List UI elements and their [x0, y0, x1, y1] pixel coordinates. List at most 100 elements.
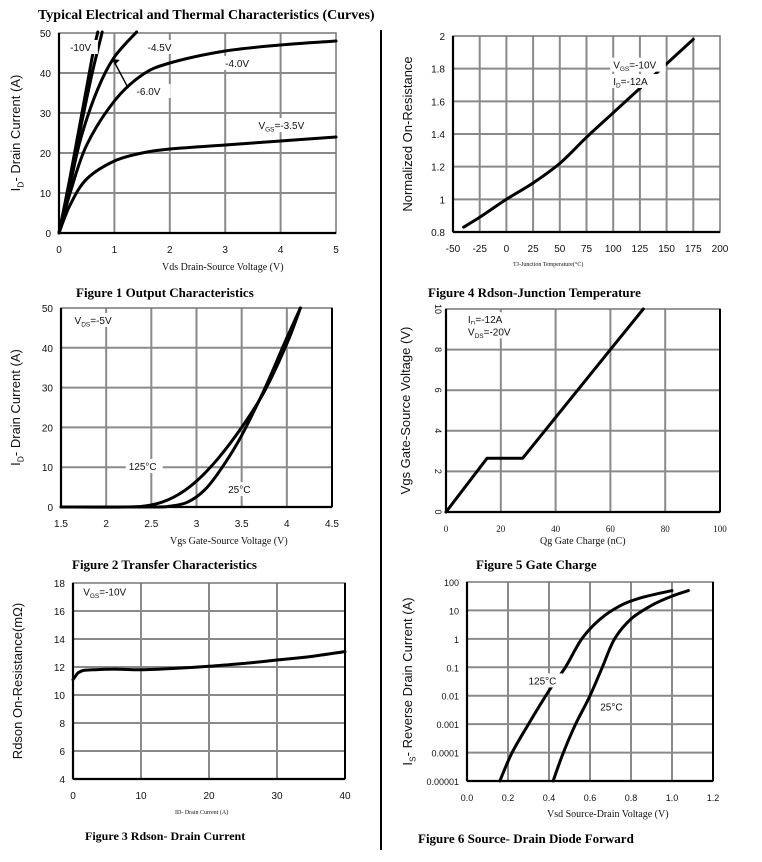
fig5-chart: 0 20 40 60 80 100 0 2 4 6 8 10 Qg Gate Charge (nC) Vg…: [398, 304, 727, 547]
annotation-label: VDS=-20V: [468, 327, 511, 340]
annotation-label: 25°C: [228, 485, 250, 496]
y-tick-label: 1.8: [431, 65, 445, 76]
y-tick-label: 100: [444, 578, 459, 588]
x-tick-label: 20: [203, 791, 215, 802]
annotation-label: 125°C: [129, 462, 157, 473]
y-axis-label: Vgs Gate-Source Voltage (V): [398, 327, 413, 495]
annotation-bg: [610, 57, 666, 72]
x-tick-label: 200: [712, 244, 729, 255]
annotation-bg: [67, 40, 98, 54]
annotation-bg: [144, 40, 182, 54]
annotation-bg: [125, 458, 163, 473]
x-tick-label: 50: [554, 244, 566, 255]
series-line-3: [57, 30, 139, 235]
x-tick-label: 75: [581, 244, 593, 255]
y-tick-label: 6: [59, 747, 65, 758]
annotation-bg: [80, 584, 136, 599]
x-tick-label: 3: [194, 519, 200, 530]
annotation-bg: [464, 324, 521, 339]
y-tick-label: 0.00001: [426, 777, 459, 787]
annotation-label: -4.0V: [225, 59, 249, 70]
x-tick-label: 2: [167, 245, 173, 256]
annotation-label: VGS=-3.5V: [258, 121, 304, 134]
fig2-chart: 1.5 2 2.5 3 3.5 4 4.5 0 10 20 30 40 50 Vgs Gate-Sourc…: [8, 304, 339, 547]
series-line-5: [57, 135, 338, 235]
figure-2-caption: Figure 2 Transfer Characteristics: [72, 557, 257, 572]
x-tick-label: 40: [339, 791, 351, 802]
annotation-label: VGS=-10V: [83, 588, 126, 601]
y-axis-label: IS- Reverse Drain Current (A): [400, 597, 417, 765]
x-tick-label: 40: [551, 524, 561, 534]
y-axis-label: Rdson On-Resistance(mΩ): [10, 603, 25, 759]
annotation-label: VDS=-5V: [75, 316, 112, 329]
annotation-bg: [464, 312, 515, 327]
y-tick-label: 1: [439, 195, 445, 206]
series-line-1: [59, 306, 302, 509]
y-tick-label: 50: [40, 29, 52, 40]
x-tick-label: 0: [70, 791, 76, 802]
annotation-label: 25°C: [600, 703, 622, 714]
x-tick-label: 3: [222, 245, 228, 256]
x-tick-label: 4: [278, 245, 284, 256]
x-tick-label: 1.0: [666, 793, 679, 803]
y-tick-label: 1.6: [431, 97, 445, 108]
y-tick-label: 10: [42, 463, 54, 474]
x-tick-label: 0.8: [625, 793, 638, 803]
y-tick-label: 0.01: [441, 692, 459, 702]
x-tick-label: 0.4: [543, 793, 556, 803]
y-axis-label: ID- Drain Current (A): [8, 349, 25, 466]
x-tick-label: 80: [661, 524, 671, 534]
series-line-1: [71, 650, 347, 682]
y-tick-label: 18: [54, 579, 66, 590]
y-tick-label: 0.0001: [431, 749, 459, 759]
page-title: Typical Electrical and Thermal Character…: [38, 8, 375, 23]
y-tick-label: 10: [433, 304, 443, 314]
x-tick-label: 125: [632, 244, 649, 255]
y-tick-label: 1.2: [431, 163, 445, 174]
annotation-bg: [71, 312, 121, 327]
y-tick-label: 10: [54, 691, 66, 702]
plot-frame: [445, 308, 721, 513]
x-axis-label: Vgs Gate-Source Voltage (V): [170, 536, 288, 547]
plot-frame: [58, 32, 337, 234]
x-tick-label: 3.5: [235, 519, 249, 530]
figure-6-caption: Figure 6 Source- Drain Diode Forward: [418, 831, 634, 846]
x-tick-label: -25: [472, 244, 487, 255]
y-tick-label: 12: [54, 663, 66, 674]
y-tick-label: 40: [42, 344, 54, 355]
figure-4-caption: Figure 4 Rdson-Junction Temperature: [428, 285, 641, 300]
y-tick-label: 10: [40, 189, 52, 200]
y-tick-label: 8: [59, 719, 65, 730]
x-tick-label: 0.0: [461, 793, 474, 803]
y-tick-label: 0.8: [431, 228, 445, 239]
y-tick-label: 0: [433, 509, 443, 514]
y-tick-label: 0: [45, 229, 51, 240]
x-tick-label: 2.5: [144, 519, 158, 530]
x-tick-label: 1: [112, 245, 118, 256]
series-line-1: [498, 589, 674, 783]
y-tick-label: 0.1: [446, 663, 459, 673]
x-tick-label: 1.5: [54, 519, 68, 530]
x-tick-label: -50: [446, 244, 461, 255]
y-tick-label: 40: [40, 69, 52, 80]
y-tick-label: 16: [54, 607, 66, 618]
annotation-bg: [525, 673, 563, 688]
y-tick-label: 0: [47, 503, 53, 514]
x-tick-label: 100: [713, 524, 727, 534]
x-axis-label: Qg Gate Charge (nC): [540, 536, 626, 547]
y-tick-label: 14: [54, 635, 66, 646]
x-tick-label: 0.2: [502, 793, 515, 803]
x-tick-label: 4: [284, 519, 290, 530]
y-tick-label: 0.001: [436, 720, 459, 730]
fig4-chart: -50 -25 0 25 50 75 100 125 150 175 200 0.8 1 1.2 1.4 1.…: [400, 32, 729, 268]
series-line-2: [551, 589, 690, 783]
series-line-2: [59, 306, 302, 509]
x-axis-label: Vsd Source-Drain Voltage (V): [547, 809, 669, 820]
x-tick-label: 0: [444, 524, 449, 534]
x-tick-label: 175: [685, 244, 702, 255]
y-tick-label: 4: [59, 775, 65, 786]
x-tick-label: 30: [271, 791, 283, 802]
annotation-label: ID=-12A: [613, 77, 648, 90]
annotation-bg: [133, 84, 171, 98]
y-tick-label: 8: [433, 347, 443, 352]
